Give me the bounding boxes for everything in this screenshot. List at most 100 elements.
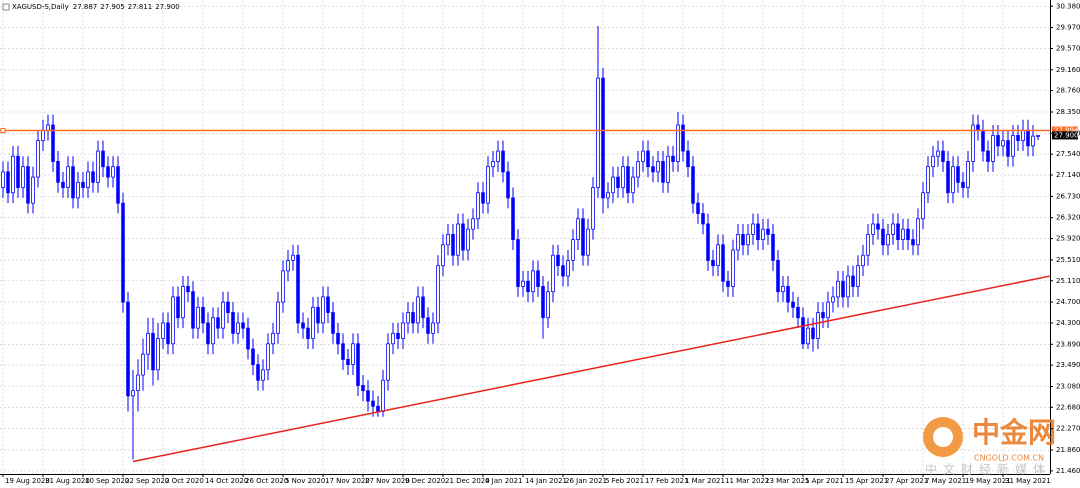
y-tick-label: 28.350 [1056,108,1080,116]
candle-body [16,155,20,188]
candle-body [506,171,510,199]
header-value: 27.811 [128,3,153,11]
x-tick-label: 7 May 2021 [925,477,966,485]
candle-body [396,332,400,339]
candle-body [1001,140,1005,147]
candle-body [156,338,160,371]
candle-body [456,223,460,256]
candle-body [291,254,295,261]
candle-body [116,166,120,204]
candle-body [901,228,905,241]
brand: 中金网 [972,416,1056,449]
candle-body [846,275,850,298]
candle-body [501,150,505,173]
candle-body [701,213,705,225]
y-tick-label: 24.300 [1056,319,1080,327]
candle-body [806,327,810,345]
candle-body [96,150,100,183]
candle-body [826,301,830,319]
y-tick-label: 23.490 [1056,361,1080,369]
x-tick-label: 14 Oct 2020 [205,477,248,485]
candle-body [836,280,840,298]
candle-body [546,291,550,319]
candle-body [666,155,670,183]
x-tick-label: 22 Sep 2020 [125,477,169,485]
candle-body [621,166,625,188]
candle-body [531,270,535,293]
candle-body [101,150,105,168]
candle-body [626,166,630,194]
candle-body [1,171,5,188]
candle-body [151,332,155,371]
candle-body [921,192,925,220]
candle-body [481,192,485,204]
candle-body [241,322,245,329]
candle-body [36,140,40,178]
candle-body [346,359,350,366]
price-line-marker [0,128,6,134]
candle-body [596,77,600,188]
candle-body [376,405,380,412]
candle-body [61,181,65,188]
candle-body [266,343,270,371]
candle-body [651,166,655,173]
y-tick-label: 23.080 [1056,382,1080,390]
candle-body [866,233,870,256]
candle-body [726,280,730,287]
candle-body [936,150,940,157]
candle-body [946,161,950,194]
candle-body [406,312,410,324]
candle-body [601,77,605,199]
candle-body [971,124,975,162]
candle-body [26,166,30,204]
candle-body [46,124,50,131]
y-tick-label: 26.320 [1056,214,1080,222]
candle-body [951,166,955,194]
candle-body [996,135,1000,147]
candle-body [391,332,395,345]
candle-body [931,155,935,168]
x-tick-label: 31 Aug 2020 [45,477,90,485]
candle-body [276,301,280,334]
y-tick-label: 25.510 [1056,256,1080,264]
x-tick-label: 2 Oct 2020 [165,477,204,485]
candle-body [976,124,980,131]
candle-body [991,135,995,162]
candle-body [816,312,820,339]
candle-body [861,254,865,267]
candle-body [586,228,590,256]
x-tick-label: 1 Mar 2021 [685,477,725,485]
candle-body [301,322,305,329]
candle-body [121,202,125,303]
candle-body [296,254,300,324]
candle-body [741,233,745,246]
candle-body [511,197,515,241]
candle-body [51,124,55,162]
candle-body [576,218,580,241]
x-tick-label: 31 May 2021 [1005,477,1051,485]
candle-body [176,296,180,319]
candle-body [811,327,815,339]
candle-body [196,306,200,329]
candle-body [1016,135,1020,142]
header-value: 27.905 [100,3,125,11]
candle-body [226,301,230,313]
candle-body [776,260,780,293]
candle-body [746,233,750,246]
candle-body [876,223,880,230]
x-tick-label: 17 Feb 2021 [645,477,689,485]
candle-body [201,306,205,324]
candle-body [41,129,45,142]
candle-body [486,166,490,204]
candle-body [896,223,900,241]
candle-body [916,218,920,246]
x-tick-label: 23 Mar 2021 [765,477,809,485]
candle-body [461,223,465,251]
candle-body [126,301,130,397]
candle-body [426,317,430,334]
candle-body [641,150,645,162]
candle-body [371,400,375,407]
x-tick-label: 4 Jan 2021 [485,477,523,485]
candle-body [411,312,415,324]
candle-body [221,301,225,329]
